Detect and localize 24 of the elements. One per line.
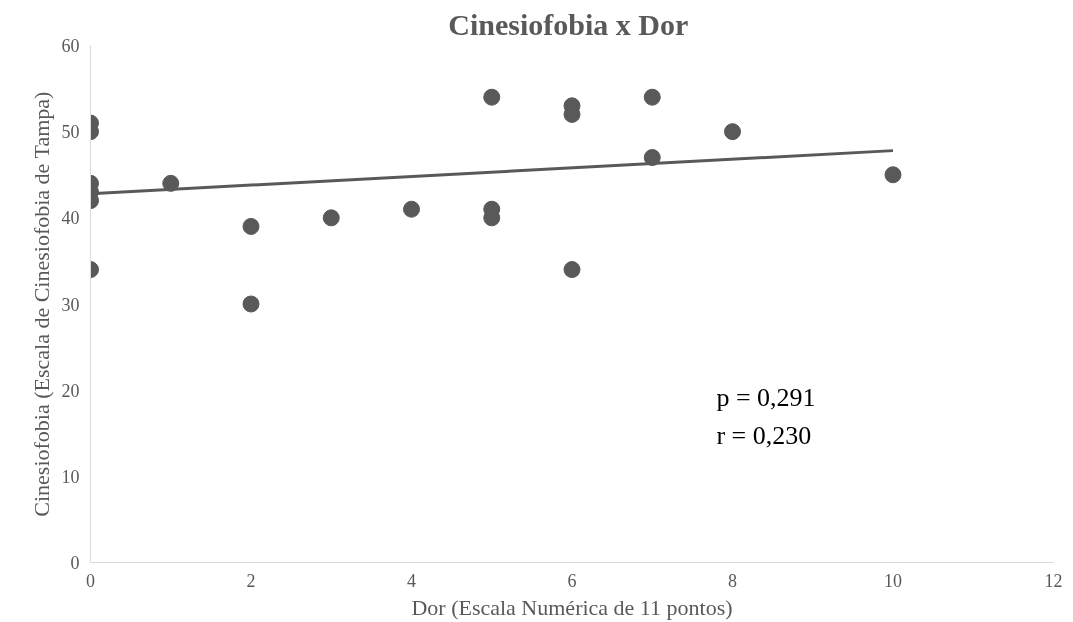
annotation: r = 0,230 — [716, 421, 812, 451]
y-tick-label: 20 — [61, 380, 80, 401]
point — [483, 88, 501, 106]
x-tick-label: 4 — [407, 570, 416, 591]
chart-title: Cinesiofobia x Dor — [448, 7, 689, 41]
y-tick-label: 40 — [61, 208, 80, 229]
x-tick-label: 8 — [728, 570, 737, 591]
y-tick-label: 60 — [61, 36, 80, 56]
x-tick-label: 2 — [246, 570, 256, 591]
x-tick-label: 0 — [86, 570, 95, 591]
y-tick-label: 0 — [70, 553, 80, 573]
x-axis-title: Dor (Escala Numérica de 11 pontos) — [411, 594, 733, 620]
point — [724, 123, 741, 141]
point — [563, 261, 581, 279]
y-tick-label: 30 — [61, 294, 80, 315]
x-tick-label: 6 — [567, 570, 577, 591]
point — [643, 88, 661, 106]
y-tick-label: 50 — [61, 122, 80, 143]
annotation: p = 0,291 — [716, 382, 816, 412]
y-tick-label: 10 — [61, 466, 80, 487]
x-tick-label: 10 — [884, 570, 902, 591]
point — [403, 200, 420, 218]
x-tick-label: 12 — [1044, 570, 1063, 591]
y-axis-title: Cinesiofobia (Escala de Cinesiofobia de Tampa) — [28, 91, 54, 517]
